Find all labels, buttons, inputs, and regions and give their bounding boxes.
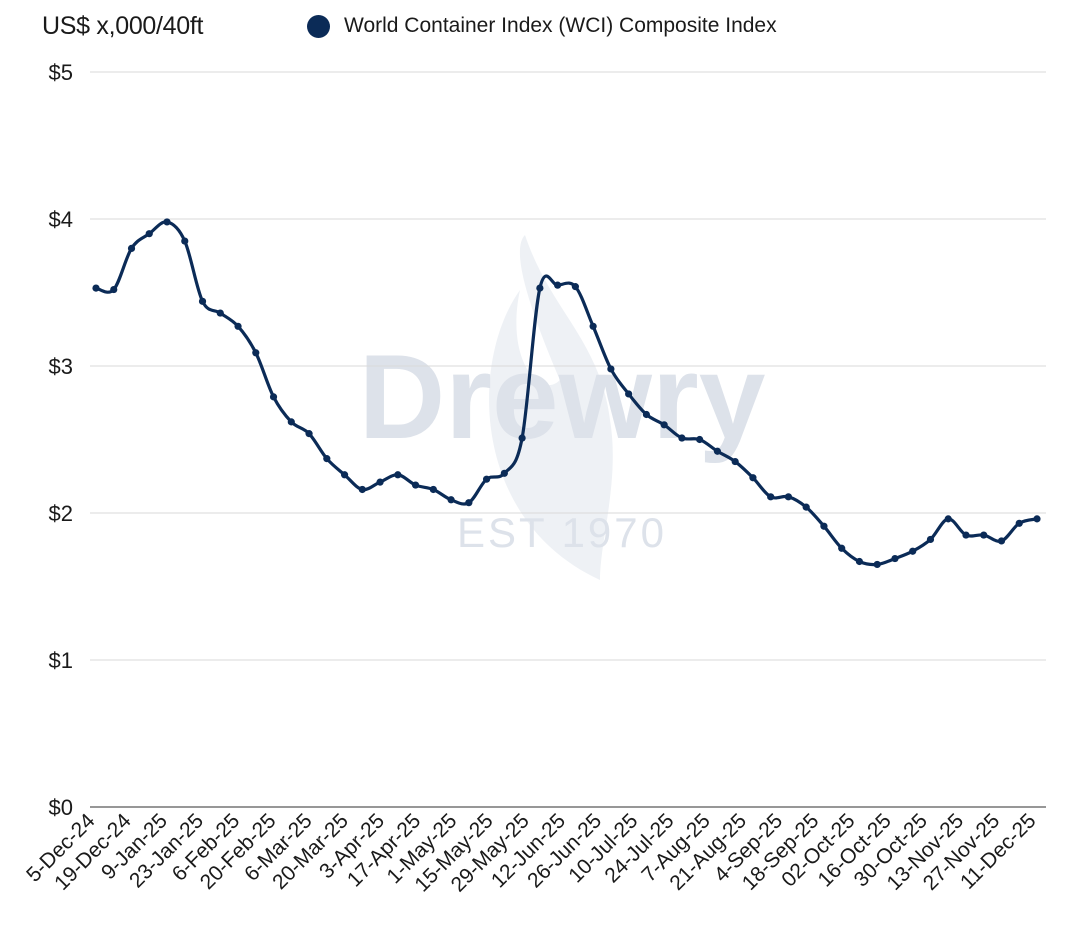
data-point	[323, 455, 331, 463]
data-point	[429, 485, 437, 494]
data-point	[110, 285, 118, 294]
data-point	[997, 537, 1006, 545]
legend-label: World Container Index (WCI) Composite In…	[344, 14, 777, 37]
y-unit-label: US$ x,000/40ft	[42, 12, 204, 40]
data-point	[447, 496, 455, 504]
data-point	[855, 557, 864, 566]
data-point	[234, 322, 242, 330]
legend-swatch-dot	[307, 14, 330, 38]
data-point	[589, 322, 597, 330]
data-point	[411, 481, 420, 489]
data-point	[909, 547, 917, 555]
data-point	[678, 434, 686, 442]
data-point	[926, 535, 935, 544]
y-tick-label: $3	[49, 354, 73, 379]
data-point	[287, 418, 295, 426]
data-point	[767, 493, 775, 501]
y-tick-label: $2	[49, 501, 73, 526]
data-point	[962, 531, 970, 539]
data-point	[465, 499, 473, 507]
watermark-flame-icon	[489, 235, 613, 580]
data-point	[1033, 515, 1041, 523]
data-point	[216, 309, 224, 317]
data-point	[873, 560, 881, 569]
data-point	[642, 410, 651, 419]
data-point	[500, 469, 508, 477]
data-point	[483, 475, 491, 483]
data-point	[358, 485, 366, 494]
data-point	[92, 284, 100, 292]
data-point	[340, 471, 349, 479]
y-tick-label: $0	[49, 795, 73, 820]
gridlines	[90, 71, 1046, 661]
watermark-established: EST 1970	[457, 509, 667, 556]
y-tick-label: $4	[49, 207, 73, 232]
data-point	[181, 237, 189, 245]
data-point	[394, 471, 402, 479]
data-point	[145, 230, 153, 238]
data-point	[518, 434, 526, 442]
drewry-watermark: Drewry EST 1970	[359, 235, 766, 580]
data-point	[625, 390, 633, 398]
data-point	[980, 531, 988, 539]
data-point	[660, 421, 668, 429]
series-wci-composite	[92, 218, 1041, 569]
data-point	[891, 554, 899, 563]
data-point	[571, 283, 579, 291]
legend: World Container Index (WCI) Composite In…	[307, 14, 777, 38]
data-point	[731, 457, 739, 466]
data-point	[198, 297, 207, 305]
data-point	[696, 435, 704, 444]
data-point	[269, 393, 278, 401]
data-point	[163, 218, 171, 226]
x-axis-ticks: 5-Dec-2419-Dec-249-Jan-2523-Jan-256-Feb-…	[22, 809, 1040, 896]
y-tick-label: $1	[49, 648, 73, 673]
data-point	[607, 365, 615, 373]
data-point	[713, 447, 722, 455]
data-point	[1015, 519, 1023, 527]
data-point	[536, 284, 544, 292]
data-point	[944, 515, 952, 523]
data-point	[838, 544, 846, 552]
y-tick-label: $5	[49, 60, 73, 85]
data-point	[749, 474, 757, 482]
data-point	[305, 430, 313, 438]
data-point	[127, 244, 136, 252]
data-point	[376, 478, 384, 486]
data-point	[554, 281, 562, 289]
y-axis-ticks: $0 $1 $2 $3 $4 $5	[49, 60, 73, 820]
data-point	[784, 493, 793, 501]
data-point	[820, 522, 828, 530]
data-point	[252, 349, 260, 357]
data-point	[802, 503, 810, 511]
